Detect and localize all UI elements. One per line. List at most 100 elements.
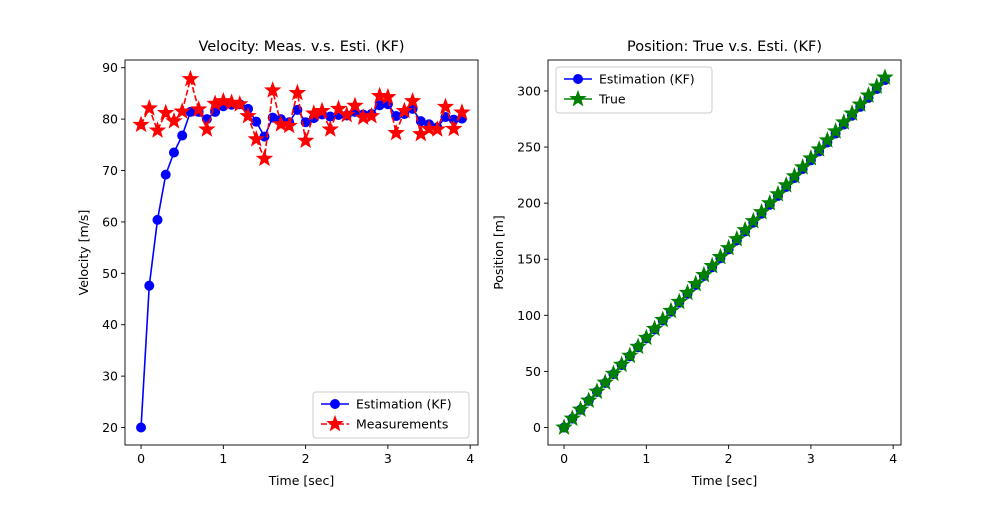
data-point <box>580 391 598 408</box>
data-point <box>288 83 307 101</box>
data-point <box>222 93 241 111</box>
data-point <box>453 103 471 120</box>
series-measurements <box>132 69 471 167</box>
data-point <box>843 104 861 121</box>
chart-panel-velocity: Velocity: Meas. v.s. Esti. (KF) 0 1 2 3 4 20 30… <box>76 39 479 488</box>
data-point <box>436 97 455 115</box>
legend-marker <box>569 89 587 107</box>
data-point <box>662 301 680 319</box>
legend-item: Measurements <box>321 414 448 432</box>
legend: Estimation (KF) True <box>555 66 713 114</box>
legend-label: True <box>598 92 626 107</box>
y-tick-label: 30 <box>102 369 118 384</box>
y-tick-label: 60 <box>102 214 118 229</box>
data-point <box>604 364 623 382</box>
data-point <box>144 280 155 291</box>
data-point <box>152 214 163 225</box>
data-point <box>247 129 265 147</box>
data-point <box>329 99 348 117</box>
data-point <box>555 418 573 435</box>
legend-box <box>312 391 470 439</box>
data-point <box>851 95 869 112</box>
data-point <box>728 229 746 247</box>
data-point <box>239 106 257 124</box>
data-point <box>818 131 837 148</box>
data-point <box>810 140 828 157</box>
data-point <box>736 220 754 238</box>
y-tick-label: 20 <box>102 420 118 435</box>
data-point <box>645 319 664 337</box>
data-point <box>387 123 405 141</box>
legend: Estimation (KF) Measurements <box>312 391 470 439</box>
x-axis-label: Time [sec] <box>691 473 757 488</box>
axes-frame <box>547 59 902 446</box>
x-tick-label: 3 <box>807 451 815 466</box>
y-tick-label: 50 <box>525 364 541 379</box>
data-point <box>370 86 389 104</box>
data-point <box>629 337 647 355</box>
data-point <box>379 87 397 105</box>
x-tick-label: 2 <box>302 451 310 466</box>
data-point <box>395 101 414 119</box>
data-point <box>596 373 614 391</box>
data-point <box>719 238 738 256</box>
data-point <box>826 122 845 139</box>
data-point <box>703 256 721 274</box>
data-point <box>136 422 147 433</box>
data-point <box>132 115 150 133</box>
x-tick-label: 4 <box>889 451 897 466</box>
x-tick-label: 0 <box>560 451 568 466</box>
y-tick-label: 50 <box>102 266 118 281</box>
data-point <box>173 102 191 119</box>
chart-title: Position: True v.s. Esti. (KF) <box>627 39 822 55</box>
data-point <box>214 91 233 109</box>
data-point <box>802 149 820 166</box>
data-point <box>346 96 364 114</box>
data-point <box>255 149 274 167</box>
y-tick-label: 90 <box>102 60 118 75</box>
data-point <box>428 120 446 137</box>
data-point <box>280 116 298 134</box>
data-point <box>563 409 581 426</box>
legend-marker <box>326 414 344 432</box>
data-point <box>140 99 158 116</box>
data-point <box>654 310 672 328</box>
data-point <box>761 193 779 211</box>
data-point <box>621 346 639 364</box>
data-point <box>313 101 331 119</box>
data-point <box>695 265 713 283</box>
data-point <box>272 115 290 132</box>
y-tick-label: 80 <box>102 112 118 127</box>
data-point <box>859 86 878 103</box>
legend-box <box>555 66 713 114</box>
y-tick-label: 70 <box>102 163 118 178</box>
y-tick-label: 300 <box>517 83 541 98</box>
data-point <box>588 382 606 400</box>
data-point <box>785 167 804 184</box>
chart-panel-position: Position: True v.s. Esti. (KF) 0 1 2 3 4 0 50 10… <box>491 39 902 488</box>
data-point <box>165 112 183 129</box>
y-tick-label: 0 <box>533 420 541 435</box>
data-point <box>338 105 356 123</box>
data-point <box>876 68 894 85</box>
data-point <box>148 121 167 138</box>
data-point <box>777 176 795 193</box>
data-point <box>670 292 688 310</box>
series-group <box>555 68 894 435</box>
data-point <box>160 169 171 180</box>
y-axis-label: Position [m] <box>491 215 506 290</box>
y-tick-label: 250 <box>517 140 541 155</box>
y-tick-label: 100 <box>517 308 541 323</box>
data-point <box>157 103 175 121</box>
legend-label: Estimation (KF) <box>356 397 452 412</box>
data-point <box>251 116 262 127</box>
x-tick-label: 1 <box>219 451 227 466</box>
data-point <box>686 274 705 292</box>
series-true <box>555 68 894 435</box>
axes-frame <box>124 59 479 446</box>
data-point <box>868 77 886 94</box>
x-tick-label: 4 <box>466 451 474 466</box>
data-point <box>181 69 200 87</box>
